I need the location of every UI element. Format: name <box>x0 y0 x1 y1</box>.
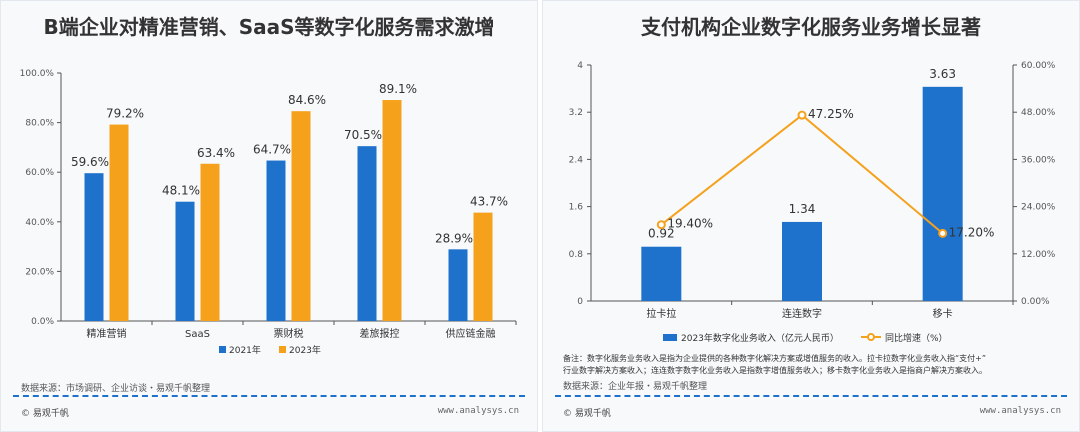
bar-value-label: 89.1% <box>379 82 417 96</box>
right-site: www.analysys.cn <box>979 406 1061 416</box>
y2-tick-label: 48.00% <box>1021 108 1056 118</box>
line-point <box>656 220 666 230</box>
left-logo: © 易观千帆 <box>21 406 69 419</box>
bar-value-label: 48.1% <box>162 184 200 198</box>
line-point <box>797 110 807 120</box>
bar <box>357 146 377 321</box>
bar <box>448 249 468 321</box>
right-note-2: 行业数字解决方案收入；连连数字数字化业务收入是指数字增值服务收入；移卡数字化业务… <box>563 366 987 375</box>
bar-value-label: 3.63 <box>929 67 956 81</box>
right-chart-title: 支付机构企业数字化服务业务增长显著 <box>641 15 981 39</box>
x-tick-label: SaaS <box>185 329 210 340</box>
bar <box>641 246 682 301</box>
y2-tick-label: 36.00% <box>1021 155 1056 165</box>
x-tick-label: 差旅报控 <box>360 327 400 340</box>
y-tick-label: 60.0% <box>25 168 54 178</box>
bar <box>84 173 104 321</box>
y2-tick-label: 24.00% <box>1021 203 1056 213</box>
bar <box>291 111 311 321</box>
x-tick-label: 精准营销 <box>87 327 127 340</box>
y2-tick-label: 12.00% <box>1021 250 1056 260</box>
left-site: www.analysys.cn <box>437 406 519 416</box>
bar <box>175 201 195 321</box>
y2-tick-label: 60.00% <box>1021 61 1056 71</box>
bar-value-label: 43.7% <box>470 195 508 209</box>
x-tick-label: 供应链金融 <box>446 327 496 340</box>
bar <box>473 212 493 321</box>
bar <box>109 124 129 321</box>
bar-value-label: 84.6% <box>288 93 326 107</box>
y-tick-label: 1.6 <box>569 203 584 213</box>
left-logo-text: 易观千帆 <box>32 409 69 419</box>
right-note-1: 备注：数字化服务业务收入是指为企业提供的各种数字化解决方案或增值服务的收入。拉卡… <box>563 354 986 363</box>
bar-value-label: 1.34 <box>789 202 816 216</box>
legend-label-bar: 2023年数字化业务收入（亿元人民币） <box>681 332 839 344</box>
legend-swatch <box>219 346 226 353</box>
x-tick-label: 票财税 <box>274 327 304 340</box>
bar-value-label: 70.5% <box>344 128 382 142</box>
y-tick-label: 4 <box>577 61 583 71</box>
legend-label: 2023年 <box>289 344 321 356</box>
right-source: 数据来源：企业年报・易观千帆整理 <box>563 382 708 392</box>
legend-swatch <box>279 346 286 353</box>
bar <box>922 86 963 301</box>
right-divider <box>555 395 1067 397</box>
legend-swatch-point <box>867 333 875 341</box>
bar-value-label: 79.2% <box>106 107 144 121</box>
left-source: 数据来源：市场调研、企业访谈・易观千帆整理 <box>21 384 211 394</box>
right-logo: © 易观千帆 <box>563 406 611 419</box>
y-tick-label: 0 <box>577 297 583 307</box>
y-tick-label: 0.8 <box>569 250 584 260</box>
bar-value-label: 28.9% <box>435 231 473 245</box>
bar-value-label: 64.7% <box>253 143 291 157</box>
copyright-icon: © <box>563 409 572 419</box>
legend-label: 2021年 <box>229 344 261 356</box>
right-panel: 支付机构企业数字化服务业务增长显著 0 0.8 1.6 2.4 3.2 4 0.00% 12.… <box>542 0 1080 432</box>
line-point <box>938 228 948 238</box>
bar-value-label: 63.4% <box>197 146 235 160</box>
bar-value-label: 59.6% <box>71 155 109 169</box>
y-tick-label: 3.2 <box>569 108 583 118</box>
line-value-label: 17.20% <box>949 225 995 239</box>
y-tick-label: 80.0% <box>25 119 54 129</box>
x-tick-label: 拉卡拉 <box>646 307 676 320</box>
right-logo-text: 易观千帆 <box>574 409 611 419</box>
bar <box>200 163 220 321</box>
copyright-icon: © <box>21 409 30 419</box>
line-value-label: 47.25% <box>808 107 854 121</box>
y-tick-label: 20.0% <box>25 267 54 277</box>
y-tick-label: 0.0% <box>31 317 54 327</box>
y2-tick-label: 0.00% <box>1021 297 1050 307</box>
x-tick-label: 移卡 <box>933 307 953 320</box>
bar <box>382 100 402 321</box>
x-tick-label: 连连数字 <box>782 307 822 320</box>
y-tick-label: 2.4 <box>569 155 584 165</box>
y-tick-label: 40.0% <box>25 218 54 228</box>
bar <box>266 160 286 321</box>
bar <box>782 221 822 301</box>
left-divider <box>13 395 525 397</box>
legend-swatch-bar <box>663 334 677 341</box>
left-panel: B端企业对精准营销、SaaS等数字化服务需求激增 0.0% 20.0% 40.0% 6… <box>0 0 538 432</box>
bar-value-label: 0.92 <box>648 227 675 241</box>
right-combo-chart: 0 0.8 1.6 2.4 3.2 4 0.00% 12.00% 24.00% 36.00% 48.… <box>569 61 1056 344</box>
y-tick-label: 100.0% <box>20 69 55 79</box>
line-value-label: 19.40% <box>667 217 713 231</box>
left-chart-title: B端企业对精准营销、SaaS等数字化服务需求激增 <box>43 15 495 39</box>
left-bar-chart: 0.0% 20.0% 40.0% 60.0% 80.0% 100.0% 精准营销 59.6% 7… <box>20 69 517 356</box>
legend-label-line: 同比增速（%） <box>885 332 948 344</box>
